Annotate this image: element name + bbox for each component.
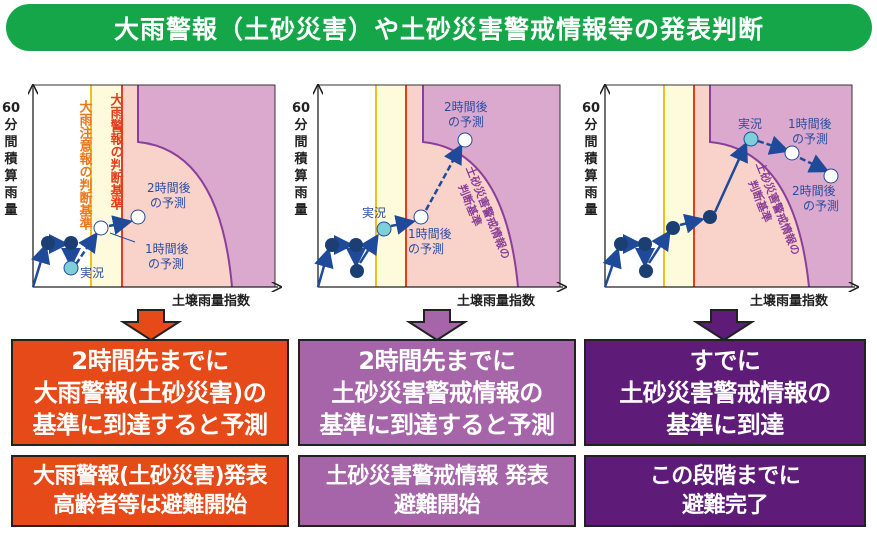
chart-plot: 土砂災害警戒情報の 判断基準 実況 1時間後 の予測 2時間後 の予測 xyxy=(290,60,575,310)
chart-plot: 大雨注意報の判断基準 大雨警報の判断基準 実況 1時間後 の予測 2時間後 の予… xyxy=(0,60,285,310)
svg-text:実況: 実況 xyxy=(738,116,762,131)
action-box-sediment-reached: この段階までに 避難完了 xyxy=(584,455,866,527)
forecast-1h-point xyxy=(93,220,109,236)
x-axis-label: 土壌雨量指数 xyxy=(750,294,829,309)
chart-panel-2: 60 分間積算雨量 土砂災害警戒情報の 判断基準 実況 1時間 xyxy=(290,60,575,310)
down-arrow-icon xyxy=(120,309,182,341)
svg-text:2時間後: 2時間後 xyxy=(792,184,836,198)
advisory-criterion-label: 大雨注意報の判断基準 xyxy=(77,99,94,231)
x-axis-label: 土壌雨量指数 xyxy=(457,294,536,309)
chart-panel-3: 60 分間積算雨量 土砂災害警戒情報の 判断基準 xyxy=(580,60,865,310)
svg-text:1時間後: 1時間後 xyxy=(788,117,832,131)
x-axis-label: 土壌雨量指数 xyxy=(172,294,251,309)
forecast-2h-point xyxy=(130,209,146,225)
down-arrow-icon xyxy=(693,309,755,341)
svg-text:2時間後: 2時間後 xyxy=(444,100,488,114)
forecast-1h-point xyxy=(784,145,800,161)
svg-text:実況: 実況 xyxy=(362,205,386,220)
condition-box-warning: 2時間先までに 大雨警報(土砂災害)の 基準に到達すると予測 xyxy=(11,339,289,446)
svg-text:の予測: の予測 xyxy=(408,242,444,256)
y-axis-label: 60 分間積算雨量 xyxy=(582,101,601,218)
svg-text:1時間後: 1時間後 xyxy=(145,242,189,256)
current-point xyxy=(743,131,759,147)
svg-text:2時間後: 2時間後 xyxy=(147,181,191,195)
svg-text:の予測: の予測 xyxy=(792,132,828,146)
chart-panel-1: 60 分間積算雨量 大雨注意報の判断基準 大雨警報の判断基準 実況 1 xyxy=(0,60,285,310)
svg-text:1時間後: 1時間後 xyxy=(408,227,452,241)
down-arrow-icon xyxy=(406,309,468,341)
forecast-2h-point xyxy=(823,168,839,184)
warning-criterion-label: 大雨警報の判断基準 xyxy=(108,92,125,211)
svg-text:の予測: の予測 xyxy=(150,196,186,210)
current-point xyxy=(376,221,392,237)
svg-text:実況: 実況 xyxy=(80,265,104,280)
y-axis-label: 60 分間積算雨量 xyxy=(292,101,311,218)
svg-text:の予測: の予測 xyxy=(148,257,184,271)
forecast-2h-point xyxy=(457,132,473,148)
chart-plot: 土砂災害警戒情報の 判断基準 実況 1時間後 の予測 2時間後 の予測 xyxy=(580,60,875,310)
svg-text:の予測: の予測 xyxy=(803,199,839,213)
page-title: 大雨警報（土砂災害）や土砂災害警戒情報等の発表判断 xyxy=(6,4,872,51)
forecast-1h-point xyxy=(413,209,429,225)
condition-box-sediment-forecast: 2時間先までに 土砂災害警戒情報の 基準に到達すると予測 xyxy=(298,339,576,446)
svg-text:の予測: の予測 xyxy=(448,115,484,129)
action-box-sediment-forecast: 土砂災害警戒情報 発表 避難開始 xyxy=(298,455,576,527)
y-axis-label: 60 分間積算雨量 xyxy=(2,101,21,218)
condition-box-sediment-reached: すでに 土砂災害警戒情報の 基準に到達 xyxy=(584,339,866,446)
action-box-warning: 大雨警報(土砂災害)発表 高齢者等は避難開始 xyxy=(11,455,289,527)
current-point xyxy=(63,260,79,276)
